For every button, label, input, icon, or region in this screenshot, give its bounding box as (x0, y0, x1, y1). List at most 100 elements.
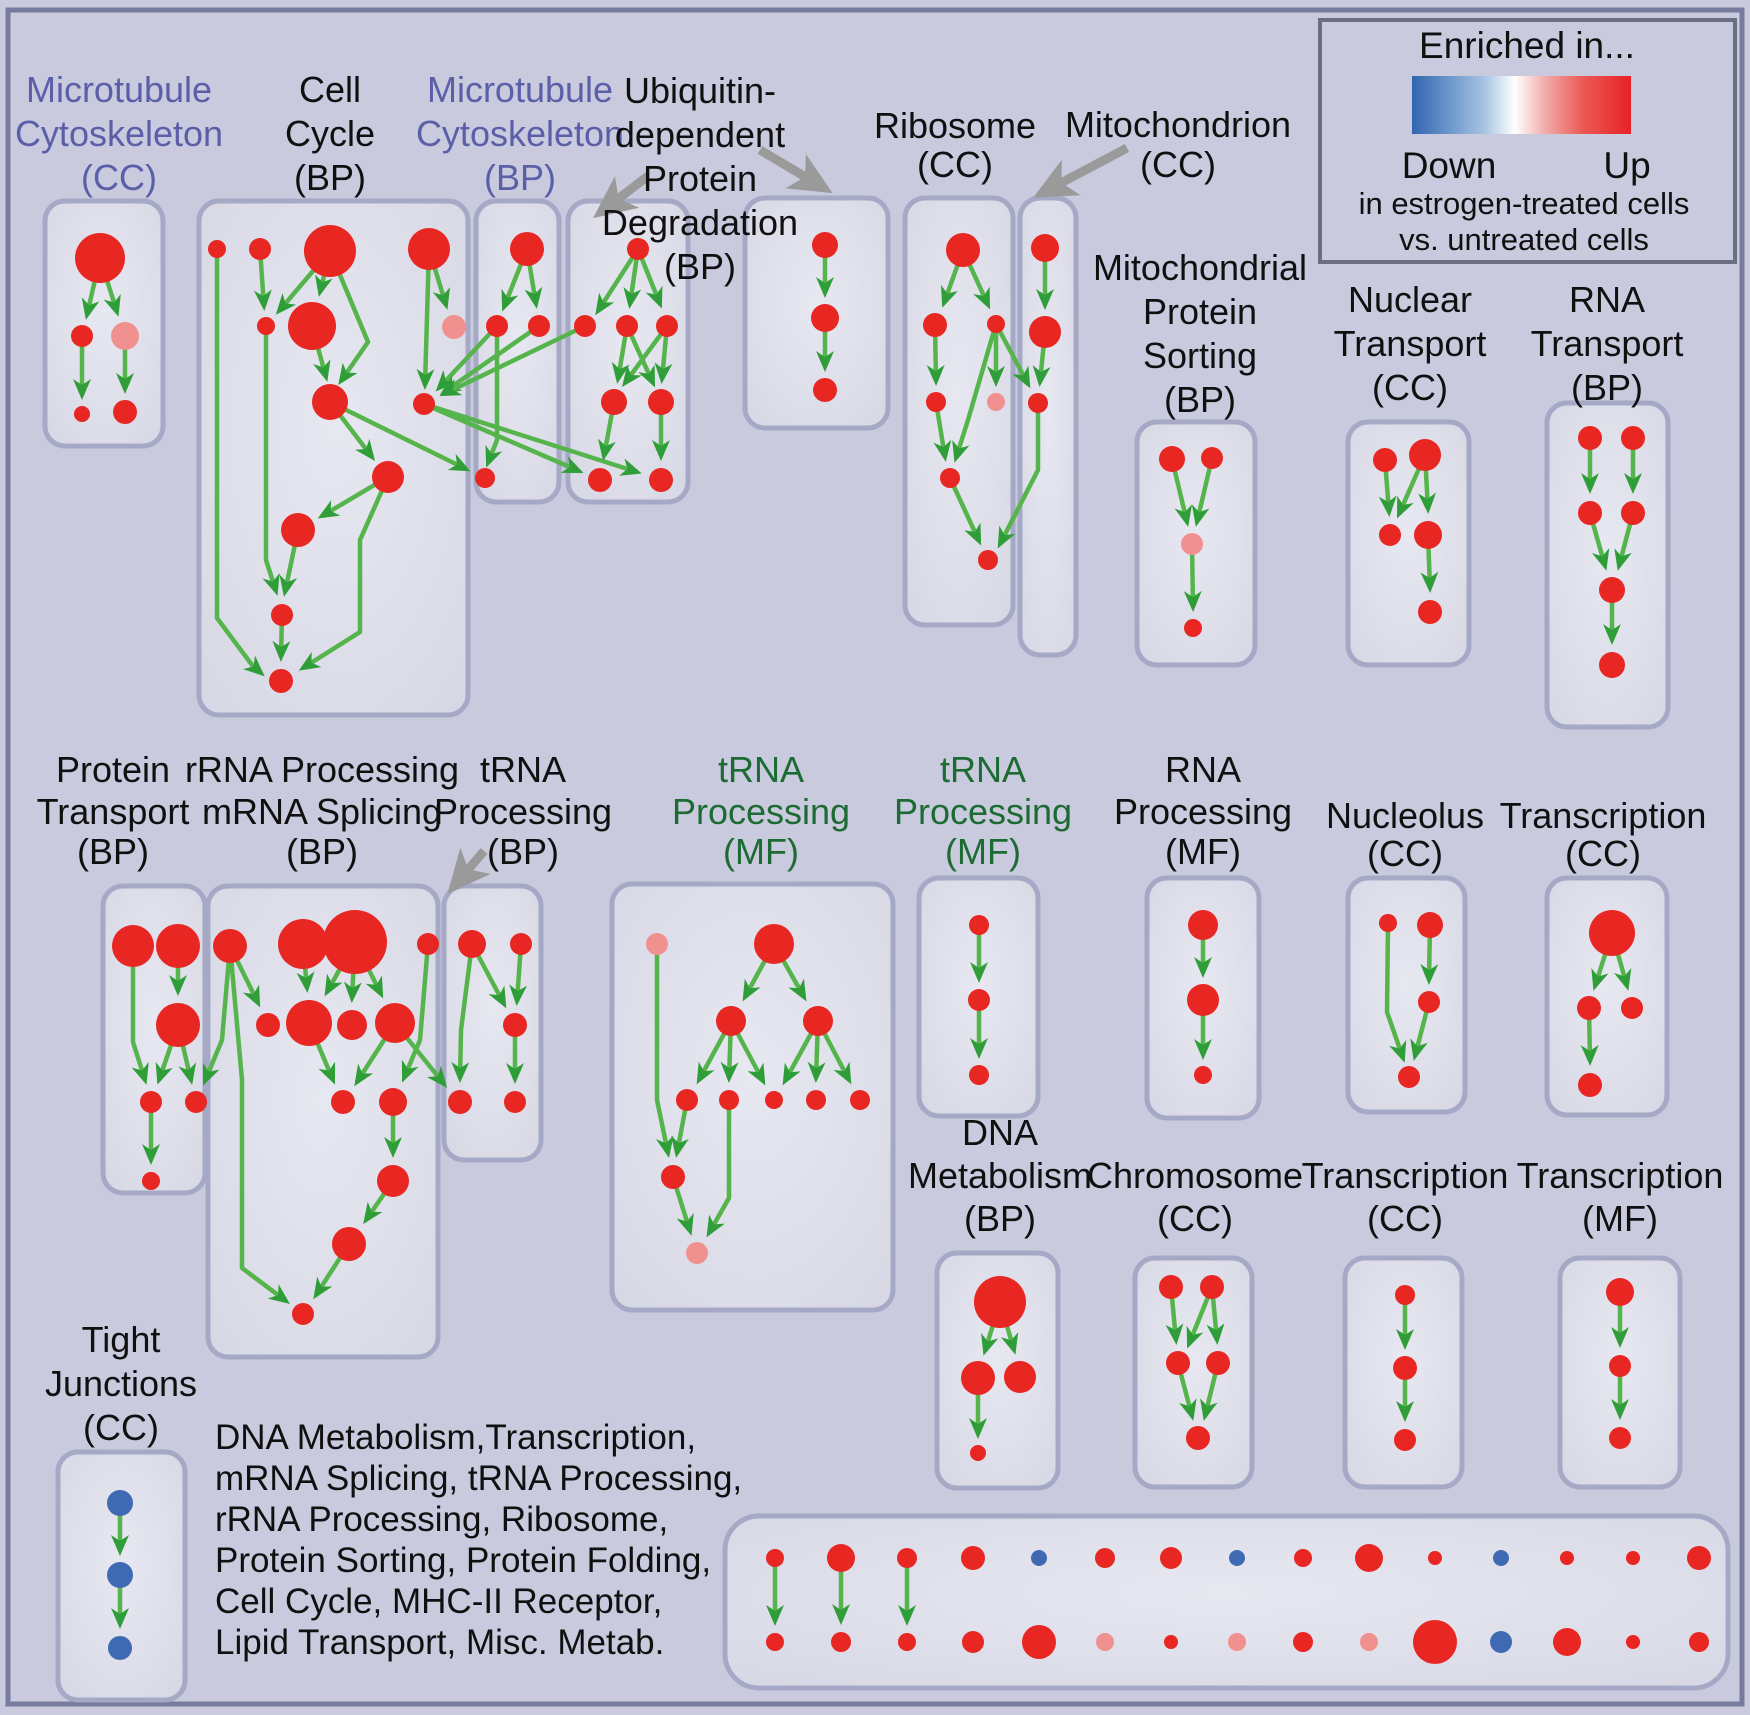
microtubule-cytoskeleton-cc-node-3 (74, 406, 90, 422)
protein-transport-bp-node-0 (112, 925, 154, 967)
legend-subtitle-line-1: in estrogen-treated cells (1359, 186, 1690, 221)
mitochondrion-cc-box (1017, 195, 1079, 658)
mitochondrion-arrow (1033, 144, 1130, 198)
mixed-terms-panel-node-24 (1360, 1633, 1378, 1651)
chromosome-cc-label-line-1: (CC) (1157, 1198, 1233, 1239)
ubiquitin-degradation-box-a-node-6 (588, 468, 612, 492)
mixed-terms-panel-node-22 (1228, 1633, 1246, 1651)
nuclear-transport-cc-node-3 (1414, 521, 1442, 549)
chromosome-cc-node-4 (1186, 1426, 1210, 1450)
microtubule-cytoskeleton-bp-node-0 (510, 232, 544, 266)
legend-box (1318, 18, 1737, 264)
chromosome-cc-node-2 (1166, 1351, 1190, 1375)
ubiquitin-degradation-box-a-label-line-4: (BP) (664, 246, 736, 287)
rna-processing-mf-node-0 (1188, 910, 1218, 940)
rna-processing-mf-node-2 (1194, 1066, 1212, 1084)
mixed-terms-panel-node-29 (1689, 1632, 1709, 1652)
rna-transport-bp-node-0 (1578, 426, 1602, 450)
ubiquitin-degradation-box-b-node-2 (813, 378, 837, 402)
cell-cycle-bp-edge-8 (423, 401, 584, 474)
trna-processing-mf-large-node-7 (806, 1090, 826, 1110)
cell-cycle-bp-node-3 (408, 228, 450, 270)
annotation-text-line-0: DNA Metabolism,Transcription, (215, 1418, 696, 1457)
tight-junctions-cc-label-line-0: Tight (82, 1319, 161, 1360)
mixed-terms-panel-node-10 (1428, 1551, 1442, 1565)
transcription-cc-bottom-node-2 (1394, 1429, 1416, 1451)
rrna-processing-mrna-splicing-bp-box (205, 883, 441, 1360)
trna-processing-mf-large-node-10 (686, 1242, 708, 1264)
nuclear-transport-cc-label-line-2: (CC) (1372, 367, 1448, 408)
mitochondrion-cc-edge-2 (997, 403, 1041, 549)
ribosome-cc-edge-7 (947, 477, 982, 546)
ubiquitin-degradation-box-a-node-7 (649, 468, 673, 492)
ribosome-cc-node-3 (926, 392, 946, 412)
transcription-cc-bottom-node-0 (1395, 1285, 1415, 1305)
protein-transport-bp-node-4 (185, 1091, 207, 1113)
cell-cycle-bp-node-10 (281, 513, 315, 547)
microtubule-cytoskeleton-cc-label-line-0: Microtubule (26, 69, 212, 110)
nodes-layer (71, 225, 1711, 1664)
cell-cycle-bp-edge-14 (214, 249, 265, 677)
protein-transport-bp-node-2 (156, 1003, 200, 1047)
ubiquitin-degradation-box-b-node-1 (811, 304, 839, 332)
ubiquitin-arrow-right (757, 146, 833, 194)
dna-metabolism-bp-node-2 (1004, 1361, 1036, 1393)
mitochondrial-protein-sorting-bp-label-line-2: Sorting (1143, 335, 1257, 376)
nucleolus-cc-node-2 (1418, 991, 1440, 1013)
trna-processing-mf-small-label-line-1: Processing (894, 791, 1072, 832)
cell-cycle-bp-edge-5 (416, 248, 435, 390)
microtubule-cytoskeleton-cc-node-2 (111, 322, 139, 350)
rrna-processing-mrna-splicing-bp-label-line-2: (BP) (286, 831, 358, 872)
ribosome-cc-node-1 (923, 313, 947, 337)
trna-processing-bp-label-line-0: tRNA (480, 749, 566, 790)
cell-cycle-bp-node-1 (249, 238, 271, 260)
cell-cycle-bp-label-line-1: Cycle (285, 113, 375, 154)
transcription-cc-mid-box (1544, 875, 1670, 1118)
cell-cycle-bp-label-line-0: Cell (299, 69, 361, 110)
mitochondrion-cc-node-1 (1029, 316, 1061, 348)
transcription-mf-node-0 (1606, 1278, 1634, 1306)
trna-processing-mf-large-node-5 (719, 1090, 739, 1110)
mixed-terms-panel-node-25 (1413, 1620, 1457, 1664)
microtubule-cytoskeleton-bp-node-1 (486, 315, 508, 337)
transcription-mf-node-1 (1609, 1355, 1631, 1377)
transcription-cc-mid-node-2 (1621, 997, 1643, 1019)
cell-cycle-bp-edge-16 (262, 326, 280, 596)
trna-processing-mf-small-node-1 (968, 989, 990, 1011)
protein-transport-bp-label-line-2: (BP) (77, 831, 149, 872)
cell-cycle-bp-node-2 (304, 225, 356, 277)
protein-transport-bp-label-line-1: Transport (37, 791, 190, 832)
rna-processing-mf-label-line-0: RNA (1165, 749, 1241, 790)
microtubule-cytoskeleton-bp-edge-4 (485, 326, 503, 468)
cell-cycle-bp-edge-10 (329, 399, 471, 472)
rrna-processing-mrna-splicing-bp-node-3 (417, 933, 439, 955)
nucleolus-cc-node-3 (1398, 1066, 1420, 1088)
ubiquitin-degradation-box-b-node-0 (812, 232, 838, 258)
protein-transport-bp-node-5 (142, 1172, 160, 1190)
tight-junctions-cc-node-2 (108, 1636, 132, 1660)
ubiquitin-arrow-left (593, 172, 651, 219)
ubiquitin-degradation-box-a-edge-6 (622, 324, 669, 388)
transcription-cc-mid-label-line-1: (CC) (1565, 833, 1641, 874)
nucleolus-cc-node-0 (1379, 914, 1397, 932)
nuclear-transport-cc-node-2 (1379, 524, 1401, 546)
rna-transport-bp-node-5 (1599, 652, 1625, 678)
trna-processing-mf-large-node-4 (676, 1089, 698, 1111)
trna-processing-bp-node-0 (458, 930, 486, 958)
mixed-terms-panel-node-13 (1626, 1551, 1640, 1565)
cell-cycle-bp-node-11 (271, 604, 293, 626)
chromosome-cc-node-1 (1200, 1275, 1224, 1299)
cell-cycle-bp-node-6 (442, 315, 466, 339)
mixed-terms-panel-node-4 (1031, 1550, 1047, 1566)
trna-processing-bp-label-line-2: (BP) (487, 831, 559, 872)
mixed-terms-panel-node-2 (897, 1548, 917, 1568)
legend-down-label: Down (1402, 145, 1497, 186)
mixed-terms-panel-node-27 (1553, 1628, 1581, 1656)
trna-processing-mf-large-node-6 (765, 1091, 783, 1109)
transcription-cc-mid-node-0 (1589, 910, 1635, 956)
dna-metabolism-bp-label-line-1: Metabolism (908, 1155, 1092, 1196)
gray-arrows-layer (447, 144, 1130, 894)
chromosome-cc-node-3 (1206, 1351, 1230, 1375)
labels-layer: MicrotubuleCytoskeleton(CC)CellCycle(BP)… (15, 69, 1723, 1662)
